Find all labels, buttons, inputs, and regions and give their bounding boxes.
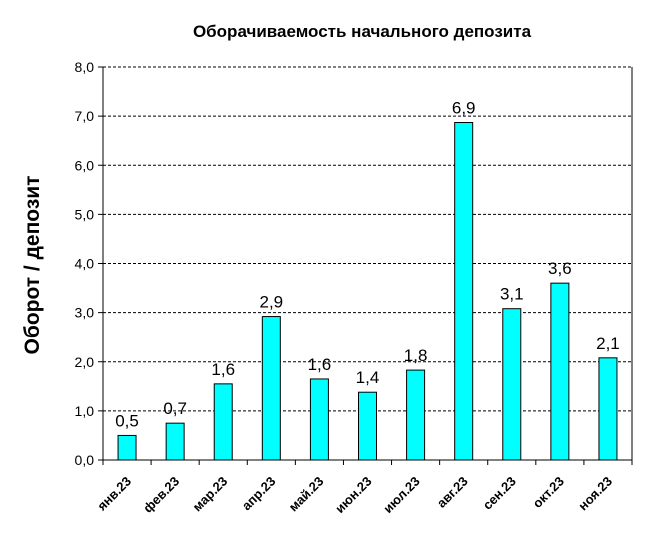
data-label: 3,1 — [500, 285, 524, 304]
data-label: 2,9 — [259, 293, 283, 312]
y-tick-label: 4,0 — [75, 256, 95, 272]
bar-май.23 — [309, 378, 329, 461]
bar-июл.23 — [406, 369, 426, 461]
y-tick-label: 7,0 — [75, 108, 95, 124]
data-label: 1,4 — [356, 368, 380, 387]
data-label: 1,6 — [211, 360, 235, 379]
data-label: 6,9 — [452, 99, 476, 118]
bar-фев.23 — [165, 422, 185, 461]
x-tick-label: мар.23 — [190, 474, 231, 515]
chart-title: Оборачиваемость начального депозита — [193, 22, 532, 41]
x-tick-label: фев.23 — [140, 474, 182, 516]
y-tick-label: 8,0 — [75, 59, 95, 75]
bar-апр.23 — [261, 316, 281, 461]
x-tick-label: окт.23 — [530, 474, 567, 511]
data-label: 1,8 — [404, 346, 428, 365]
bar-авг.23 — [454, 122, 474, 461]
bar-окт.23 — [550, 282, 570, 461]
y-axis-label: Оборот / депозит — [21, 176, 44, 355]
y-tick-label: 3,0 — [75, 305, 95, 321]
y-tick-label: 1,0 — [75, 403, 95, 419]
y-tick-label: 6,0 — [75, 157, 95, 173]
x-tick-label: сен.23 — [480, 474, 519, 513]
x-tick-label: май.23 — [286, 474, 327, 515]
x-tick-label: янв.23 — [94, 474, 134, 514]
bar-сен.23 — [502, 308, 522, 461]
data-label: 0,7 — [163, 399, 187, 418]
y-tick-label: 2,0 — [75, 354, 95, 370]
x-tick-label: июн.23 — [332, 474, 374, 516]
x-tick-label: апр.23 — [239, 474, 279, 514]
bar-ноя.23 — [598, 357, 618, 461]
bar-июн.23 — [358, 391, 377, 461]
data-label: 1,6 — [308, 355, 332, 374]
x-tick-label: ноя.23 — [575, 474, 615, 514]
data-label: 3,6 — [548, 259, 572, 278]
bar-мар.23 — [213, 383, 233, 461]
y-tick-label: 5,0 — [75, 206, 95, 222]
y-tick-label: 0,0 — [75, 452, 95, 468]
bar-янв.23 — [117, 434, 137, 461]
data-label: 2,1 — [596, 334, 620, 353]
x-tick-label: авг.23 — [434, 474, 471, 511]
x-tick-label: июл.23 — [380, 474, 423, 517]
data-label: 0,5 — [115, 411, 139, 430]
